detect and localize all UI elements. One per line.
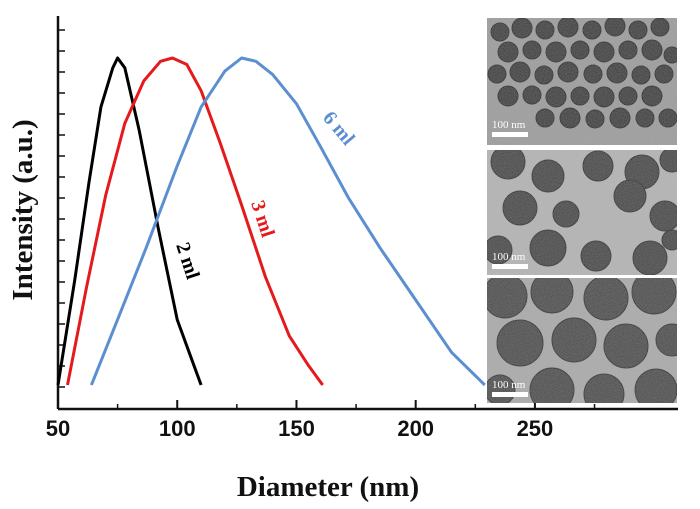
x-tick-label-100: 100 <box>159 416 196 441</box>
scale-label-3: 100 nm <box>492 379 526 391</box>
x-tick-label-250: 250 <box>517 416 554 441</box>
tem-panel-2: 100 nm <box>487 150 677 275</box>
tem-panel-1: 100 nm <box>487 18 677 145</box>
scale-label-1: 100 nm <box>492 119 526 131</box>
x-tick-label-50: 50 <box>46 416 70 441</box>
series-line-2 <box>90 56 486 387</box>
x-ticks <box>57 400 596 409</box>
series-label-6ml: 6 ml <box>318 107 359 150</box>
series-layer <box>56 56 486 387</box>
scale-bar-2 <box>492 264 528 269</box>
scale-bar-1 <box>492 132 528 137</box>
x-tick-labels: 50 100 150 200 250 <box>46 416 554 441</box>
x-tick-label-150: 150 <box>278 416 315 441</box>
series-line-1 <box>66 56 324 386</box>
scale-label-2: 100 nm <box>492 251 526 263</box>
axes: 50 100 150 200 250 <box>46 16 678 441</box>
series-label-2ml: 2 ml <box>171 240 204 283</box>
tem-panel-3: 100 nm <box>487 278 677 403</box>
y-axis-title: Intensity (a.u.) <box>7 119 39 300</box>
x-tick-label-200: 200 <box>397 416 434 441</box>
x-axis-title: Diameter (nm) <box>237 471 419 503</box>
series-line-0 <box>56 56 203 386</box>
scale-bar-3 <box>492 392 528 397</box>
tem-inset: 100 nm 100 nm 100 nm <box>487 18 677 403</box>
y-ticks <box>58 29 65 388</box>
